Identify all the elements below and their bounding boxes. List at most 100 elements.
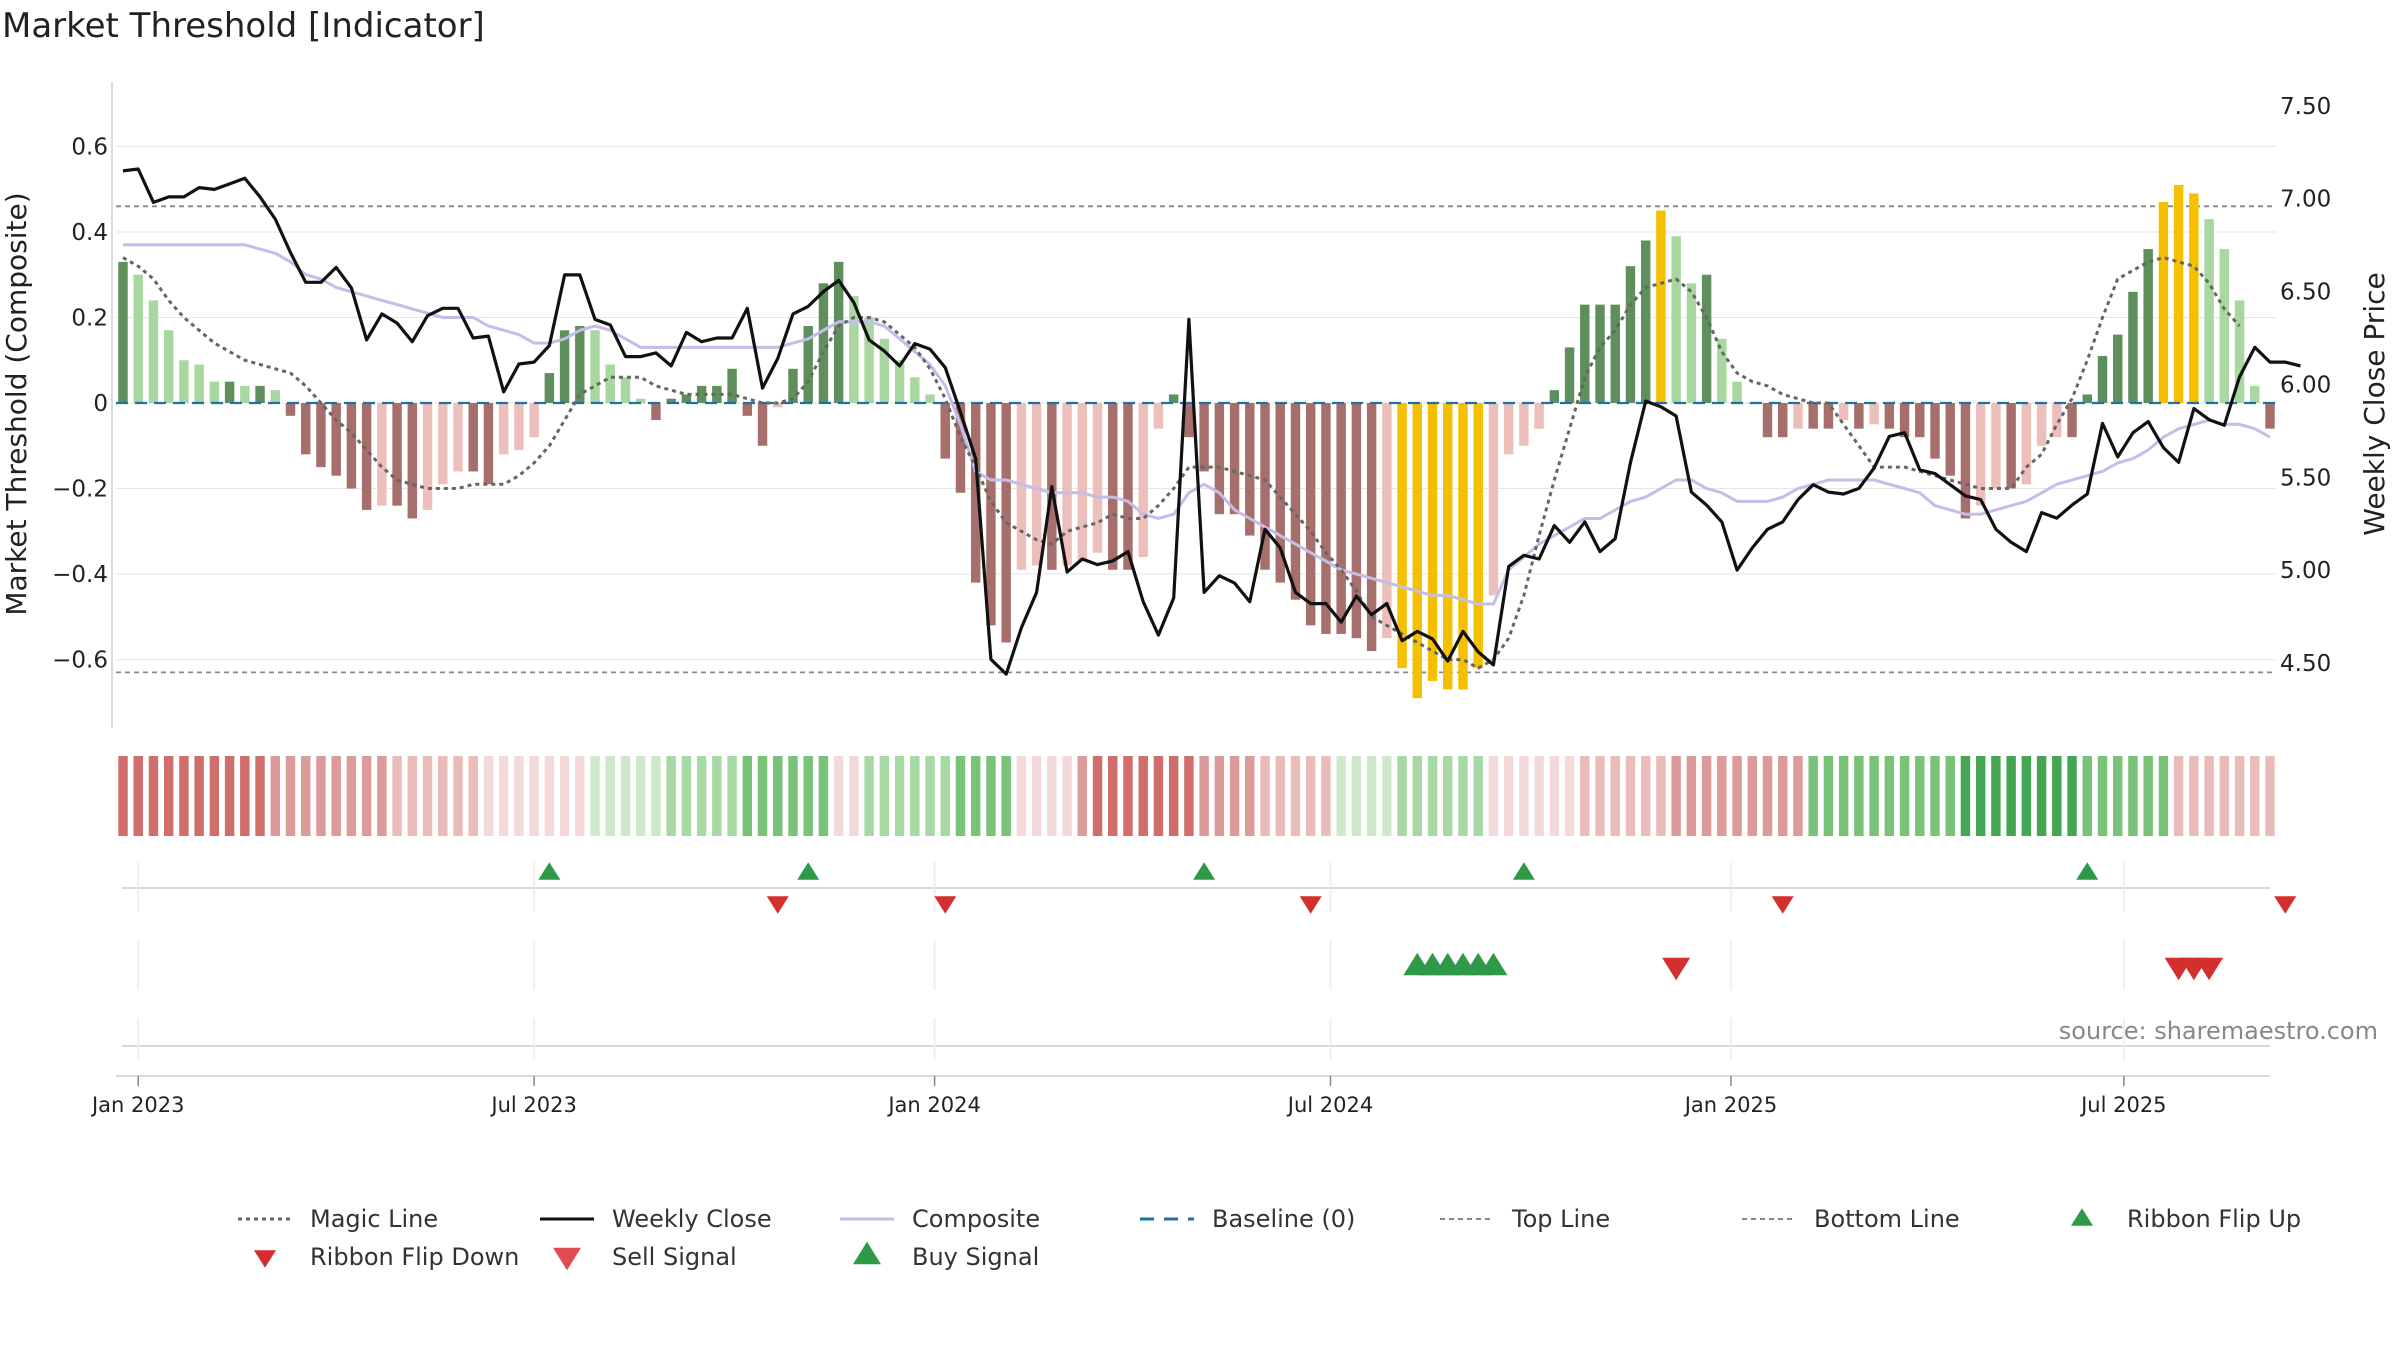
composite-bar: [407, 403, 418, 519]
magic-line: [122, 256, 2241, 670]
ribbon-cell: [696, 756, 707, 836]
ribbon-cell: [894, 756, 905, 836]
ribbon-cell: [1747, 756, 1758, 836]
ribbon-cell: [270, 756, 280, 836]
composite-bar: [422, 403, 433, 510]
ribbon-cell: [2067, 756, 2077, 836]
ribbon-cell: [2219, 756, 2230, 836]
composite-bar: [879, 338, 890, 403]
composite-bar: [590, 330, 600, 403]
left-axis-label: Market Threshold (Composite): [0, 192, 33, 615]
ribbon-cell: [483, 756, 494, 836]
ribbon-cell: [2204, 756, 2214, 836]
composite-bar: [1778, 403, 1788, 438]
composite-bar: [1945, 403, 1955, 476]
composite-bar: [696, 385, 707, 403]
composite-bar: [438, 403, 448, 485]
composite-bar: [1854, 403, 1864, 429]
composite-bar: [2097, 355, 2108, 403]
composite-bar: [1351, 403, 1362, 639]
composite-bar: [163, 330, 174, 403]
ribbon-cell: [2143, 756, 2153, 836]
ribbon-cell: [1260, 756, 1270, 836]
composite-bar: [2036, 403, 2047, 446]
composite-bar: [833, 261, 844, 403]
ribbon-cell: [2082, 756, 2092, 836]
ribbon-flip-down-marker: [1771, 896, 1794, 914]
ribbon-cell: [2021, 756, 2032, 836]
composite-bar: [2143, 249, 2153, 403]
ribbon-cell: [1869, 756, 1879, 836]
composite-bar: [2052, 403, 2062, 438]
composite-bar: [2006, 403, 2016, 489]
ribbon-cell: [148, 756, 159, 836]
composite-bar: [1473, 403, 1483, 669]
ribbon-cell: [1138, 756, 1148, 836]
ribbon-cell: [1930, 756, 1940, 836]
ribbon-cell: [1808, 756, 1818, 836]
ribbon-flip-up-marker: [797, 862, 820, 880]
composite-bar: [1701, 274, 1712, 403]
legend-swatch: [853, 1241, 881, 1265]
composite-bar: [514, 403, 524, 451]
ribbon-cell: [1610, 756, 1620, 836]
left-tick-label: 0.4: [71, 220, 108, 246]
composite-bar: [2234, 300, 2245, 403]
legend-label: Ribbon Flip Down: [310, 1243, 519, 1271]
ribbon-cell: [1732, 756, 1742, 836]
ribbon-cell: [1199, 756, 1209, 836]
ribbon-flip-down-marker: [1299, 896, 1322, 914]
composite-bar: [986, 403, 996, 626]
ribbon-cell: [1001, 756, 1011, 836]
composite-bar: [894, 360, 905, 403]
composite-bar: [666, 398, 676, 403]
ribbon-cell: [133, 756, 143, 836]
ribbon-cell: [666, 756, 676, 836]
composite-bar: [1031, 403, 1042, 566]
ribbon-cell: [2234, 756, 2245, 836]
ribbon-cell: [773, 756, 783, 836]
ribbon-cell: [1047, 756, 1057, 836]
ribbon-cell: [727, 756, 737, 836]
composite-bar: [1168, 394, 1179, 403]
ribbon-cell: [1595, 756, 1605, 836]
ribbon-flip-up-marker: [538, 862, 561, 880]
ribbon-cell: [1108, 756, 1118, 836]
legend-swatch: [553, 1247, 581, 1271]
composite-bar: [1975, 403, 1986, 506]
ribbon-cell: [1031, 756, 1042, 836]
composite-bar: [179, 360, 189, 403]
sell-signal-marker: [1662, 957, 1691, 981]
composite-bar: [1793, 403, 1803, 429]
legend-swatch: [2071, 1208, 2093, 1226]
ribbon-cell: [2006, 756, 2016, 836]
ribbon-cell: [2173, 756, 2184, 836]
composite-bar: [681, 394, 692, 403]
composite-bar: [1443, 403, 1453, 690]
composite-bar: [1823, 403, 1834, 429]
composite-bar: [361, 403, 372, 510]
ribbon-cell: [377, 756, 387, 836]
ribbon-cell: [1016, 756, 1027, 836]
composite-bar: [1108, 403, 1118, 570]
composite-bar: [240, 385, 250, 403]
composite-bar: [575, 326, 585, 403]
composite-bar: [910, 377, 920, 403]
composite-bar: [2082, 394, 2092, 403]
ribbon-cell: [194, 756, 204, 836]
ribbon-cell: [1473, 756, 1483, 836]
composite-bar: [1062, 403, 1072, 566]
ribbon-cell: [1580, 756, 1590, 836]
ribbon-cell: [2265, 756, 2275, 836]
composite-bar: [1123, 403, 1133, 570]
ribbon-cell: [1062, 756, 1072, 836]
ribbon-cell: [1427, 756, 1438, 836]
ribbon-cell: [224, 756, 235, 836]
composite-bar: [1915, 403, 1925, 438]
ribbon-cell: [940, 756, 950, 836]
composite-bar: [1260, 403, 1270, 570]
composite-bar: [818, 283, 829, 403]
ribbon-flip-down-marker: [766, 896, 789, 914]
ribbon-cell: [331, 756, 341, 836]
x-tick-label: Jul 2024: [1286, 1093, 1373, 1117]
